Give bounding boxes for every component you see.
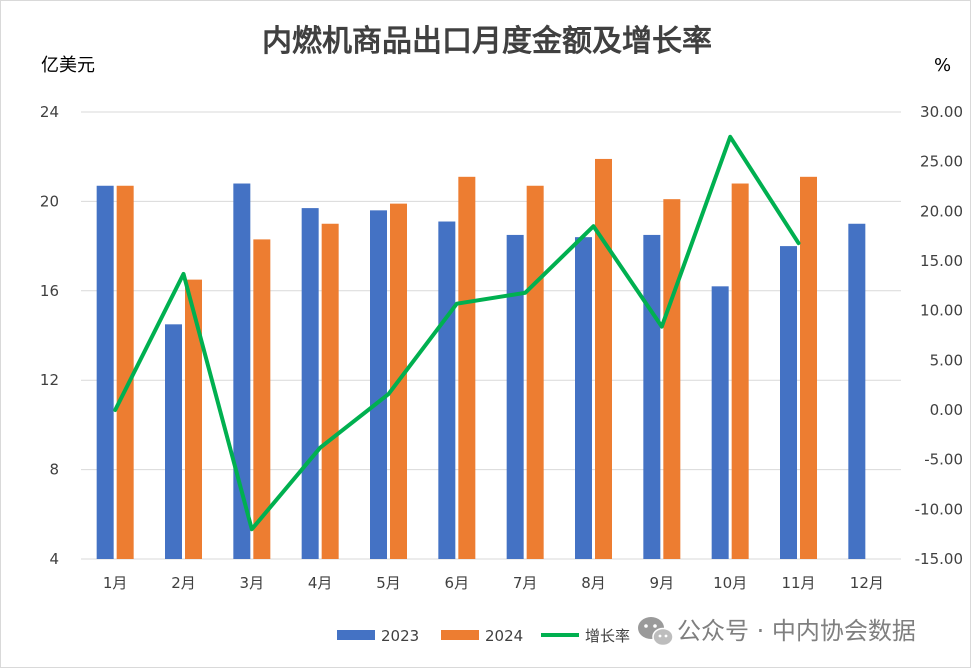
line-series-layer	[113, 134, 801, 532]
x-tick-label: 11月	[781, 574, 815, 592]
y-right-tick-label: 15.00	[920, 252, 963, 270]
axis-labels: 4 8 12 16 20 24 -15.00 -10.00 -5.00 0.00 5.00 10.00…	[40, 103, 963, 592]
watermark-text: 公众号 · 中内协会数据	[677, 617, 916, 645]
x-tick-label: 3月	[240, 574, 265, 592]
y-right-tick-label: 25.00	[920, 153, 963, 171]
bar-2023-4	[301, 208, 319, 560]
x-tick-label: 1月	[103, 574, 128, 592]
bar-2024-2	[185, 279, 202, 559]
x-tick-label: 12月	[850, 574, 884, 592]
legend-label-2024: 2024	[485, 627, 523, 645]
y-right-tick-label: 5.00	[930, 351, 963, 369]
y-left-tick-label: 4	[49, 550, 59, 568]
x-tick-label: 6月	[445, 574, 470, 592]
bar-2024-8	[595, 158, 612, 559]
y-left-tick-label: 12	[40, 371, 59, 389]
bar-2023-1	[96, 185, 114, 559]
bar-2024-1	[116, 185, 134, 559]
bar-2024-6	[458, 176, 476, 559]
y-right-tick-label: 20.00	[920, 202, 963, 220]
x-tick-label: 5月	[376, 574, 401, 592]
y-right-tick-label: -15.00	[915, 550, 963, 568]
legend-label-2023: 2023	[381, 627, 419, 645]
y-right-unit: %	[934, 55, 951, 76]
bar-2024-11	[800, 176, 817, 559]
y-right-tick-label: 10.00	[920, 302, 963, 320]
bar-2023-11	[780, 246, 797, 559]
bar-2023-8	[575, 237, 592, 559]
legend-swatch-2024	[441, 630, 479, 640]
legend: 2023 2024 增长率	[337, 627, 630, 645]
bar-2023-5	[370, 210, 387, 559]
x-tick-label: 7月	[513, 574, 538, 592]
bar-2024-10	[731, 183, 749, 559]
y-right-tick-label: 0.00	[930, 401, 963, 419]
legend-label-growth: 增长率	[585, 627, 630, 645]
bar-2023-12	[848, 223, 866, 559]
y-right-tick-label: -10.00	[915, 500, 963, 518]
legend-swatch-2023	[337, 630, 375, 640]
y-left-unit: 亿美元	[41, 55, 95, 76]
bar-2023-9	[643, 234, 661, 560]
x-tick-label: 4月	[308, 574, 333, 592]
bar-2023-3	[233, 183, 251, 559]
y-right-tick-label: -5.00	[924, 451, 963, 469]
bar-2023-2	[165, 324, 182, 559]
y-right-tick-label: 30.00	[920, 103, 963, 121]
x-tick-label: 9月	[650, 574, 675, 592]
y-left-tick-label: 16	[40, 282, 59, 300]
y-left-tick-label: 8	[49, 461, 59, 479]
gridlines	[81, 111, 901, 560]
x-tick-label: 10月	[713, 574, 747, 592]
bar-2024-9	[663, 199, 681, 560]
bar-2024-3	[253, 239, 271, 559]
bar-2023-7	[506, 234, 524, 560]
bar-2023-6	[438, 221, 456, 559]
bar-2024-4	[321, 223, 339, 559]
y-left-tick-label: 20	[40, 192, 59, 210]
x-tick-label: 2月	[171, 574, 196, 592]
bar-2023-10	[711, 286, 729, 559]
bar-2024-7	[526, 185, 544, 559]
bar-series-layer	[96, 158, 866, 560]
chart-title: 内燃机商品出口月度金额及增长率	[262, 24, 712, 59]
y-left-tick-label: 24	[40, 103, 59, 121]
growth-rate-line	[113, 134, 801, 532]
x-tick-label: 8月	[581, 574, 606, 592]
watermark: 公众号 · 中内协会数据	[638, 617, 916, 647]
wechat-icon	[638, 617, 674, 647]
